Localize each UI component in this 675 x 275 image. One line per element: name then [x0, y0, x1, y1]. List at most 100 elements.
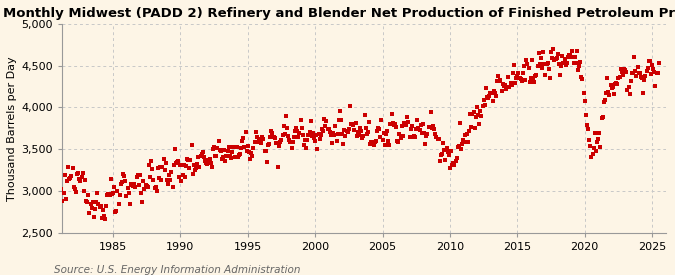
Point: [442, 150, 453, 154]
Point: [259, 149, 270, 153]
Point: [567, 49, 578, 53]
Point: [234, 153, 244, 157]
Point: [103, 192, 114, 196]
Point: [249, 140, 260, 145]
Point: [585, 144, 596, 148]
Point: [296, 126, 307, 130]
Point: [408, 134, 419, 139]
Point: [227, 150, 238, 155]
Point: [278, 124, 289, 129]
Point: [572, 49, 583, 53]
Point: [488, 89, 499, 93]
Point: [559, 57, 570, 62]
Point: [641, 68, 652, 73]
Point: [432, 137, 443, 142]
Point: [291, 125, 302, 130]
Point: [465, 112, 476, 117]
Point: [124, 202, 135, 207]
Point: [484, 94, 495, 98]
Point: [247, 154, 258, 159]
Point: [367, 140, 378, 144]
Point: [639, 78, 649, 82]
Point: [306, 133, 317, 138]
Point: [535, 56, 546, 60]
Point: [378, 131, 389, 135]
Point: [401, 122, 412, 127]
Point: [452, 155, 462, 160]
Point: [161, 177, 172, 182]
Point: [110, 210, 121, 214]
Point: [344, 104, 355, 109]
Point: [231, 144, 242, 149]
Point: [274, 144, 285, 148]
Point: [599, 99, 610, 104]
Point: [273, 164, 284, 169]
Point: [97, 208, 108, 212]
Point: [318, 129, 329, 133]
Point: [76, 175, 87, 180]
Point: [472, 105, 483, 109]
Point: [188, 163, 199, 167]
Point: [568, 61, 579, 65]
Point: [178, 163, 189, 167]
Point: [504, 85, 515, 89]
Point: [117, 180, 128, 184]
Point: [257, 134, 268, 139]
Point: [508, 62, 519, 67]
Point: [619, 67, 630, 71]
Point: [230, 155, 241, 160]
Point: [137, 199, 148, 204]
Point: [495, 78, 506, 82]
Point: [548, 47, 559, 52]
Point: [142, 185, 153, 189]
Point: [322, 127, 333, 131]
Point: [188, 172, 198, 176]
Point: [511, 76, 522, 80]
Point: [545, 76, 556, 80]
Point: [589, 145, 599, 150]
Point: [176, 179, 187, 183]
Point: [281, 126, 292, 130]
Point: [329, 133, 340, 138]
Point: [171, 160, 182, 164]
Point: [84, 211, 95, 215]
Point: [205, 160, 216, 165]
Point: [293, 135, 304, 139]
Point: [195, 153, 206, 158]
Point: [623, 85, 634, 90]
Point: [565, 53, 576, 57]
Point: [387, 120, 398, 125]
Point: [522, 62, 533, 67]
Point: [474, 122, 485, 127]
Point: [203, 158, 214, 162]
Point: [594, 131, 605, 135]
Point: [144, 163, 155, 167]
Point: [460, 140, 471, 145]
Point: [404, 134, 415, 139]
Point: [389, 121, 400, 126]
Point: [58, 191, 69, 196]
Point: [85, 202, 96, 207]
Point: [601, 91, 612, 95]
Point: [74, 177, 84, 181]
Point: [577, 76, 588, 81]
Point: [317, 127, 327, 132]
Point: [530, 74, 541, 78]
Point: [165, 178, 176, 183]
Point: [95, 203, 106, 208]
Point: [349, 128, 360, 133]
Point: [292, 128, 302, 133]
Point: [244, 150, 254, 154]
Point: [192, 162, 202, 166]
Point: [113, 202, 124, 207]
Point: [332, 131, 343, 136]
Point: [238, 136, 248, 140]
Point: [459, 133, 470, 137]
Point: [538, 50, 549, 54]
Point: [388, 123, 399, 128]
Point: [225, 155, 236, 160]
Point: [232, 155, 243, 160]
Point: [371, 129, 382, 133]
Point: [634, 71, 645, 75]
Point: [483, 96, 493, 100]
